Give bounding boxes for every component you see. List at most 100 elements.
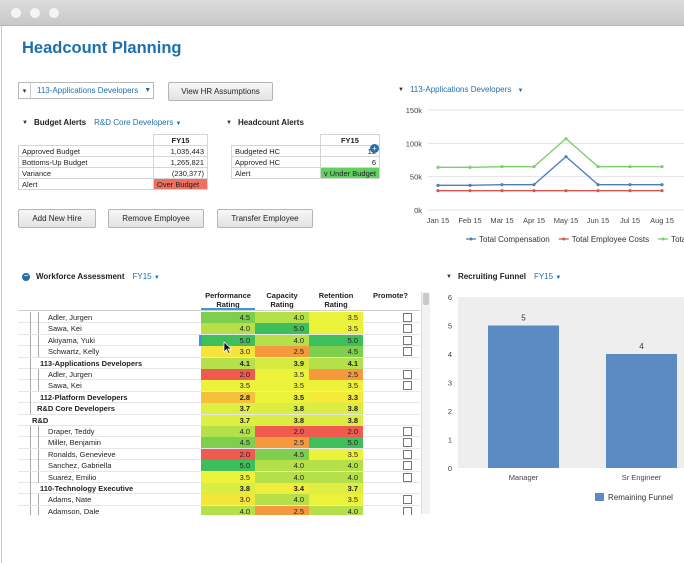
data-point — [500, 165, 504, 169]
row-name: Suarez, Emilio — [48, 472, 97, 482]
table-row[interactable]: Adler, Jurgen 4.5 4.0 3.5 — [18, 312, 420, 324]
collapse-circle-icon[interactable]: − — [22, 272, 30, 281]
x-tick-label: Jul 15 — [620, 216, 640, 225]
promote-checkbox[interactable] — [403, 427, 412, 436]
table-row[interactable]: Adamson, Dale 4.0 2.5 4.0 — [18, 505, 420, 515]
capacity-cell: 4.0 — [255, 312, 309, 323]
collapse-icon[interactable]: ▼ — [398, 86, 404, 93]
promote-checkbox[interactable] — [403, 370, 412, 379]
performance-cell: 3.8 — [201, 483, 255, 494]
tree-guide-line — [38, 334, 39, 346]
data-point — [564, 189, 568, 193]
collapse-icon[interactable]: ▼ — [446, 273, 452, 280]
line-chart-dropdown-label: 113-Applications Developers — [409, 85, 512, 94]
recruiting-period-label: FY15 — [533, 272, 554, 281]
plus-circle-icon[interactable]: + — [370, 144, 379, 153]
workforce-period-label: FY15 — [132, 272, 152, 281]
retention-cell: 5.0 — [309, 437, 363, 449]
table-row[interactable]: 110-Technology Executive 3.8 3.4 3.7 — [18, 483, 420, 495]
table-row[interactable]: Adams, Nate 3.0 4.0 3.5 — [18, 494, 420, 506]
zoom-window-icon[interactable] — [49, 8, 59, 18]
table-row[interactable]: Draper, Teddy 4.0 2.0 2.0 — [18, 426, 420, 438]
budget-filter-dropdown[interactable]: R&D Core Developers ▼ — [94, 118, 181, 127]
collapse-icon[interactable]: ▼ — [22, 119, 28, 126]
x-tick-label: May 15 — [554, 216, 579, 225]
recruiting-period-dropdown[interactable]: FY15 ▼ — [534, 272, 561, 281]
line-chart-dropdown[interactable]: 113-Applications Developers ▼ — [410, 85, 523, 94]
row-name: 112-Platform Developers — [40, 392, 128, 402]
promote-checkbox[interactable] — [403, 335, 412, 345]
tree-guide-line — [38, 471, 39, 483]
capacity-cell: 5.0 — [255, 323, 309, 335]
row-label: Approved Budget — [18, 145, 154, 157]
transfer-employee-button[interactable]: Transfer Employee — [217, 209, 313, 228]
under-budget-badge: v Under Budget — [319, 167, 381, 179]
retention-header[interactable]: Retention Rating — [309, 291, 363, 309]
table-row[interactable]: Akiyama, Yuki 5.0 4.0 5.0 — [18, 334, 420, 347]
row-name: R&D Core Developers — [37, 404, 115, 414]
promote-checkbox[interactable] — [403, 313, 412, 322]
series-line — [438, 155, 662, 186]
table-row[interactable]: Adler, Jurgen 2.0 3.5 2.5 — [18, 369, 420, 381]
promote-checkbox[interactable] — [403, 472, 412, 482]
promote-checkbox[interactable] — [403, 449, 412, 459]
budget-alerts-title: Budget Alerts — [33, 118, 87, 127]
promote-checkbox[interactable] — [403, 438, 412, 448]
promote-checkbox[interactable] — [403, 506, 412, 515]
scrollbar-thumb[interactable] — [423, 293, 429, 305]
workforce-period-dropdown[interactable]: FY15 ▼ — [132, 272, 159, 281]
data-point — [628, 189, 632, 193]
tree-guide-line — [30, 448, 31, 460]
close-window-icon[interactable] — [11, 8, 21, 18]
add-new-hire-button[interactable]: Add New Hire — [18, 209, 96, 228]
data-point — [436, 183, 440, 187]
sort-indicator — [201, 308, 255, 311]
legend-label: Total Employee Costs — [572, 235, 649, 244]
y-tick-label: 150k — [406, 106, 423, 115]
x-tick-label: Apr 15 — [523, 216, 545, 225]
capacity-header[interactable]: Capacity Rating — [255, 291, 309, 309]
collapse-icon[interactable]: ▼ — [226, 119, 232, 126]
row-name: Adamson, Dale — [48, 506, 100, 515]
workforce-scrollbar[interactable] — [421, 292, 430, 514]
table-row[interactable]: Ronalds, Genevieve 2.0 4.5 3.5 — [18, 448, 420, 461]
remove-employee-button[interactable]: Remove Employee — [108, 209, 204, 228]
minimize-window-icon[interactable] — [30, 8, 40, 18]
table-row[interactable]: 112-Platform Developers 2.8 3.5 3.3 — [18, 391, 420, 404]
performance-cell: 3.7 — [201, 414, 255, 426]
capacity-cell: 4.0 — [255, 494, 309, 506]
data-point — [436, 165, 440, 169]
table-row[interactable]: Sawa, Kei 4.0 5.0 3.5 — [18, 323, 420, 335]
promote-checkbox[interactable] — [403, 381, 412, 391]
table-row[interactable]: 113-Applications Developers 4.1 3.9 4.1 — [18, 357, 420, 369]
org-dropdown[interactable]: ▾ 113-Applications Developers ▼ — [18, 82, 154, 99]
retention-cell: 3.8 — [309, 403, 363, 415]
y-tick-label: 0 — [448, 464, 452, 473]
performance-header[interactable]: Performance Rating — [201, 291, 255, 309]
table-row[interactable]: Miller, Benjamin 4.5 2.5 5.0 — [18, 437, 420, 449]
table-row[interactable]: R&D 3.7 3.8 3.8 — [18, 414, 420, 426]
retention-cell: 2.0 — [309, 426, 363, 437]
y-tick-label: 100k — [406, 139, 423, 148]
table-row[interactable]: R&D Core Developers 3.7 3.8 3.8 — [18, 403, 420, 415]
y-tick-label: 6 — [448, 293, 452, 302]
table-row[interactable]: Sawa, Kei 3.5 3.5 3.5 — [18, 380, 420, 392]
view-hr-assumptions-button[interactable]: View HR Assumptions — [168, 82, 273, 101]
table-row[interactable]: Suarez, Emilio 3.5 4.0 4.0 — [18, 471, 420, 483]
data-point — [596, 165, 600, 169]
tree-guide-line — [38, 380, 39, 392]
data-point — [660, 183, 664, 187]
promote-checkbox[interactable] — [403, 461, 412, 471]
promote-checkbox[interactable] — [403, 324, 412, 334]
promote-checkbox[interactable] — [403, 347, 412, 357]
bar-value-label: 4 — [639, 342, 644, 351]
promote-checkbox[interactable] — [403, 495, 412, 505]
data-point — [468, 183, 472, 187]
legend-marker — [562, 237, 566, 241]
header-line: Rating — [270, 300, 294, 309]
tree-guide-line — [30, 357, 31, 369]
table-row[interactable]: Sanchez, Gabriella 5.0 4.0 4.0 — [18, 460, 420, 472]
performance-cell: 3.5 — [201, 471, 255, 483]
data-point — [436, 189, 440, 193]
table-row[interactable]: Schwartz, Kelly 3.0 2.5 4.5 — [18, 346, 420, 358]
